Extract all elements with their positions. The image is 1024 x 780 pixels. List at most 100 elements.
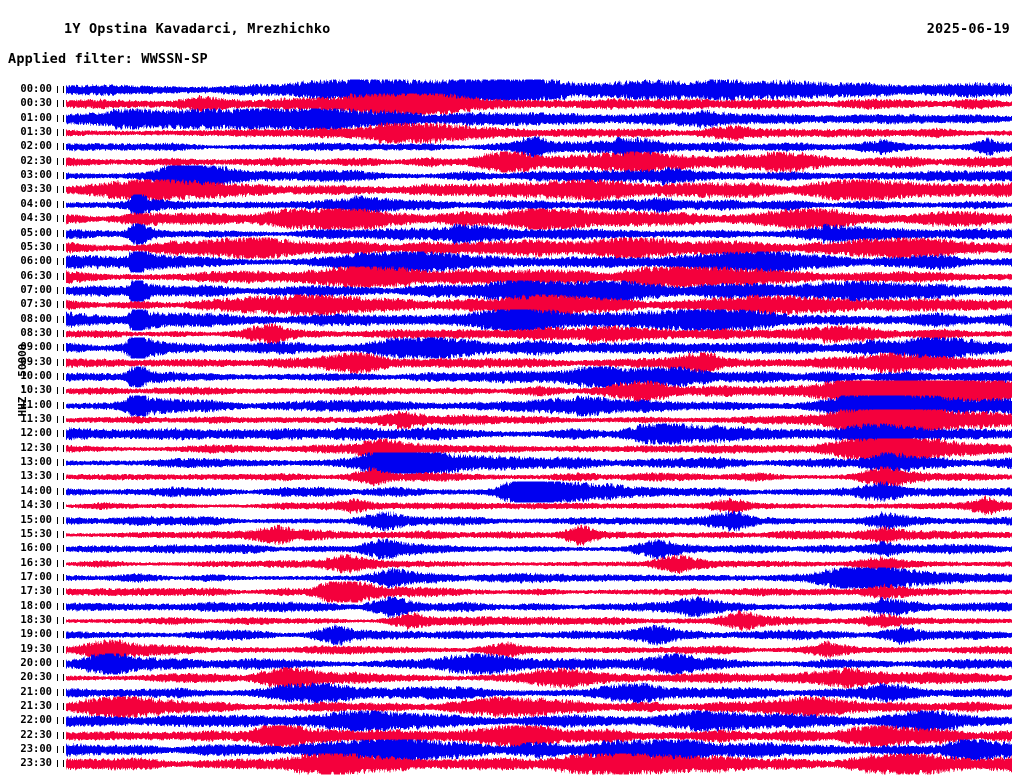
waveform-trace (66, 481, 1012, 503)
trace-row: 09:30 (0, 352, 1024, 374)
waveform-trace (66, 251, 1012, 273)
trace-row: 10:30 (0, 380, 1024, 402)
time-label: 12:30 (20, 441, 52, 454)
waveform-trace (66, 265, 1012, 288)
applied-filter-label: Applied filter: WWSSN-SP (8, 51, 208, 67)
trace-row: 03:00 (0, 165, 1024, 187)
time-label: 02:30 (20, 154, 52, 167)
axis-tick-icon (57, 516, 64, 524)
time-label: 00:00 (20, 83, 52, 95)
time-label: 23:00 (20, 743, 52, 756)
time-label: 08:00 (20, 312, 52, 325)
time-label: 04:30 (20, 212, 52, 225)
axis-tick-icon (57, 129, 64, 137)
waveform-trace (66, 624, 1012, 646)
axis-tick-icon (57, 86, 64, 93)
time-label: 14:30 (20, 499, 52, 512)
axis-tick-icon (57, 401, 64, 409)
trace-row: 00:00 (0, 79, 1024, 101)
trace-row: 17:00 (0, 567, 1024, 589)
waveform-trace (66, 309, 1012, 331)
waveform-trace (66, 151, 1012, 173)
time-label: 22:30 (20, 728, 52, 741)
axis-tick-icon (57, 329, 64, 337)
waveform-trace (66, 337, 1012, 359)
trace-row: 10:00 (0, 366, 1024, 388)
time-label: 00:30 (20, 97, 52, 110)
axis-tick-icon (57, 660, 64, 667)
trace-row: 04:30 (0, 208, 1024, 230)
trace-row: 23:30 (0, 753, 1024, 775)
trace-row: 13:30 (0, 466, 1024, 488)
trace-row: 15:00 (0, 509, 1024, 532)
time-label: 17:00 (20, 570, 52, 583)
waveform-trace (66, 208, 1012, 230)
time-label: 01:30 (20, 126, 52, 139)
trace-row: 14:30 (0, 495, 1024, 517)
waveform-trace (66, 108, 1012, 130)
axis-tick-icon (57, 272, 64, 280)
time-label: 10:30 (20, 384, 52, 397)
trace-row: 18:30 (0, 610, 1024, 632)
time-label: 02:00 (20, 140, 52, 153)
trace-row: 06:30 (0, 265, 1024, 288)
waveform-trace (66, 639, 1012, 661)
time-label: 20:00 (20, 657, 52, 669)
trace-row: 11:00 (0, 395, 1024, 417)
axis-tick-icon (57, 645, 64, 653)
trace-row: 07:00 (0, 280, 1024, 302)
axis-tick-icon (57, 444, 64, 452)
page-title: 1Y Opstina Kavadarci, Mrezhichko (64, 21, 331, 37)
waveform-trace (66, 739, 1012, 761)
time-label: 07:30 (20, 298, 52, 311)
time-label: 11:00 (20, 398, 52, 411)
trace-row: 14:00 (0, 481, 1024, 503)
axis-tick-icon (57, 172, 64, 180)
time-label: 03:00 (20, 169, 52, 182)
axis-tick-icon (57, 229, 64, 237)
trace-row: 02:00 (0, 136, 1024, 158)
time-label: 23:30 (20, 757, 52, 770)
axis-tick-icon (57, 215, 64, 223)
time-label: 12:00 (20, 427, 52, 440)
waveform-trace (66, 610, 1012, 632)
waveform-trace (66, 79, 1012, 101)
waveform-trace (66, 596, 1012, 618)
waveform-trace (66, 710, 1012, 732)
axis-tick-icon (57, 545, 64, 553)
trace-row: 01:00 (0, 108, 1024, 130)
trace-row: 23:00 (0, 739, 1024, 761)
waveform-trace (66, 395, 1012, 417)
waveform-trace (66, 581, 1012, 603)
waveform-trace (66, 653, 1012, 675)
waveform-trace (66, 136, 1012, 158)
axis-tick-icon (57, 387, 64, 395)
axis-tick-icon (57, 301, 64, 309)
time-label: 19:00 (20, 628, 52, 641)
time-label: 07:00 (20, 283, 52, 296)
record-date: 2025-06-19 (926, 21, 1010, 37)
waveform-trace (66, 452, 1012, 474)
waveform-trace (66, 725, 1012, 747)
trace-row: 21:00 (0, 682, 1024, 704)
axis-tick-icon (57, 588, 64, 596)
time-label: 09:00 (20, 341, 52, 354)
time-label: 08:30 (20, 326, 52, 339)
axis-tick-icon (57, 143, 64, 151)
time-label: 10:00 (20, 370, 52, 382)
time-label: 18:00 (20, 599, 52, 612)
trace-row: 18:00 (0, 596, 1024, 618)
time-label: 16:00 (20, 542, 52, 555)
waveform-trace (66, 682, 1012, 704)
trace-row: 16:30 (0, 552, 1024, 574)
trace-row: 12:00 (0, 423, 1024, 445)
time-label: 01:00 (20, 111, 52, 124)
time-label: 13:30 (20, 470, 52, 483)
time-label: 13:00 (20, 456, 52, 469)
waveform-trace (66, 380, 1012, 402)
time-label: 19:30 (20, 642, 52, 655)
trace-row: 05:00 (0, 222, 1024, 245)
axis-tick-icon (57, 315, 64, 323)
axis-tick-icon (57, 559, 64, 567)
